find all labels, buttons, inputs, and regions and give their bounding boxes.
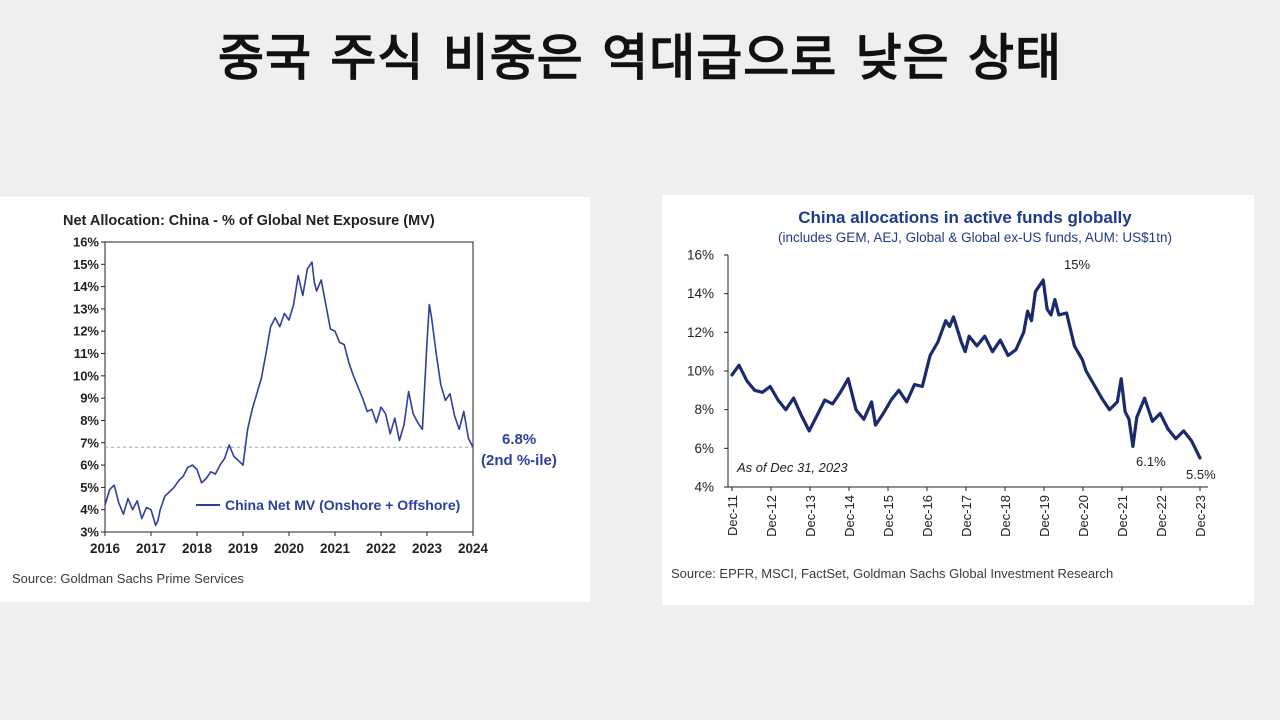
- china-net-mv-line: [104, 261, 474, 527]
- left-x-tick-label: 2017: [136, 541, 166, 556]
- left-y-tick-label: 4%: [80, 502, 99, 517]
- left-y-tick-label: 12%: [73, 324, 99, 339]
- right-y-tick-label: 8%: [694, 402, 714, 417]
- low-label: 6.1%: [1136, 454, 1166, 469]
- left-plot-frame: [104, 241, 474, 533]
- right-y-tick-label: 10%: [687, 364, 714, 379]
- right-x-tick-label: Dec-23: [1193, 495, 1208, 537]
- right-x-tick-label: Dec-19: [1037, 495, 1052, 537]
- left-y-tick-label: 11%: [74, 346, 100, 361]
- right-x-tick-label: Dec-12: [764, 495, 779, 537]
- right-x-tick-label: Dec-14: [842, 495, 857, 537]
- right-x-tick-label: Dec-13: [803, 495, 818, 537]
- left-x-tick-label: 2016: [90, 541, 121, 556]
- left-x-tick-label: 2023: [412, 541, 443, 556]
- peak-label: 15%: [1064, 257, 1090, 272]
- annotation-note: (2nd %-ile): [481, 452, 557, 469]
- right-y-tick-label: 14%: [687, 286, 714, 301]
- page-headline: 중국 주식 비중은 역대급으로 낮은 상태: [217, 29, 1063, 87]
- left-y-tick-label: 13%: [73, 301, 99, 316]
- left-y-tick-label: 14%: [73, 279, 99, 294]
- left-x-tick-label: 2022: [366, 541, 396, 556]
- right-y-tick-label: 12%: [687, 325, 714, 340]
- left-y-tick-label: 6%: [80, 458, 99, 473]
- as-of-label: As of Dec 31, 2023: [736, 460, 848, 475]
- left-x-tick-label: 2021: [320, 541, 351, 556]
- right-x-tick-label: Dec-16: [920, 495, 935, 537]
- left-chart: Net Allocation: China - % of Global Net …: [63, 213, 557, 556]
- left-x-tick-label: 2019: [228, 541, 258, 556]
- right-chart-panel: China allocations in active funds global…: [662, 195, 1254, 605]
- right-x-tick-label: Dec-21: [1115, 495, 1130, 537]
- legend-label: China Net MV (Onshore + Offshore): [225, 497, 460, 513]
- right-y-tick-label: 16%: [687, 248, 714, 263]
- annotation-value: 6.8%: [502, 431, 536, 448]
- right-y-tick-label: 4%: [694, 480, 714, 495]
- right-x-tick-label: Dec-18: [998, 495, 1013, 537]
- left-y-tick-label: 16%: [73, 235, 99, 250]
- left-x-tick-label: 2020: [274, 541, 304, 556]
- left-source: Source: Goldman Sachs Prime Services: [12, 571, 244, 586]
- right-y-axis: 4% 6% 8% 10% 12% 14% 16%: [687, 248, 728, 495]
- right-source: Source: EPFR, MSCI, FactSet, Goldman Sac…: [671, 566, 1114, 581]
- china-allocation-line: [730, 278, 1202, 460]
- right-x-tick-label: Dec-17: [959, 495, 974, 537]
- left-y-tick-label: 3%: [80, 525, 99, 540]
- right-x-tick-label: Dec-15: [881, 495, 896, 537]
- left-y-axis: 3% 4% 5% 6% 7% 8% 9% 10% 11% 12% 13% 14% 15% 16%: [73, 235, 105, 540]
- left-chart-panel: Net Allocation: China - % of Global Net …: [0, 197, 590, 602]
- left-y-tick-label: 7%: [80, 435, 99, 450]
- left-y-tick-label: 5%: [80, 480, 99, 495]
- right-x-axis: Dec-11 Dec-12 Dec-13 Dec-14 Dec-15 Dec-16 Dec-…: [725, 487, 1208, 537]
- left-chart-title: Net Allocation: China - % of Global Net …: [63, 213, 435, 229]
- left-y-tick-label: 10%: [73, 368, 99, 383]
- last-label: 5.5%: [1186, 467, 1216, 482]
- left-y-tick-label: 15%: [73, 257, 99, 272]
- right-chart: China allocations in active funds global…: [687, 208, 1216, 537]
- right-x-tick-label: Dec-11: [725, 495, 740, 536]
- left-x-axis: 2016 2017 2018 2019 2020 2021 2022 2023 2024: [90, 532, 489, 556]
- right-y-tick-label: 6%: [694, 441, 714, 456]
- right-chart-subtitle: (includes GEM, AEJ, Global & Global ex-U…: [778, 230, 1172, 245]
- left-y-tick-label: 9%: [80, 391, 99, 406]
- right-x-tick-label: Dec-20: [1076, 495, 1091, 537]
- right-x-tick-label: Dec-22: [1154, 495, 1169, 537]
- left-x-tick-label: 2024: [458, 541, 489, 556]
- left-x-tick-label: 2018: [182, 541, 213, 556]
- left-y-tick-label: 8%: [80, 413, 99, 428]
- right-chart-title: China allocations in active funds global…: [798, 208, 1132, 227]
